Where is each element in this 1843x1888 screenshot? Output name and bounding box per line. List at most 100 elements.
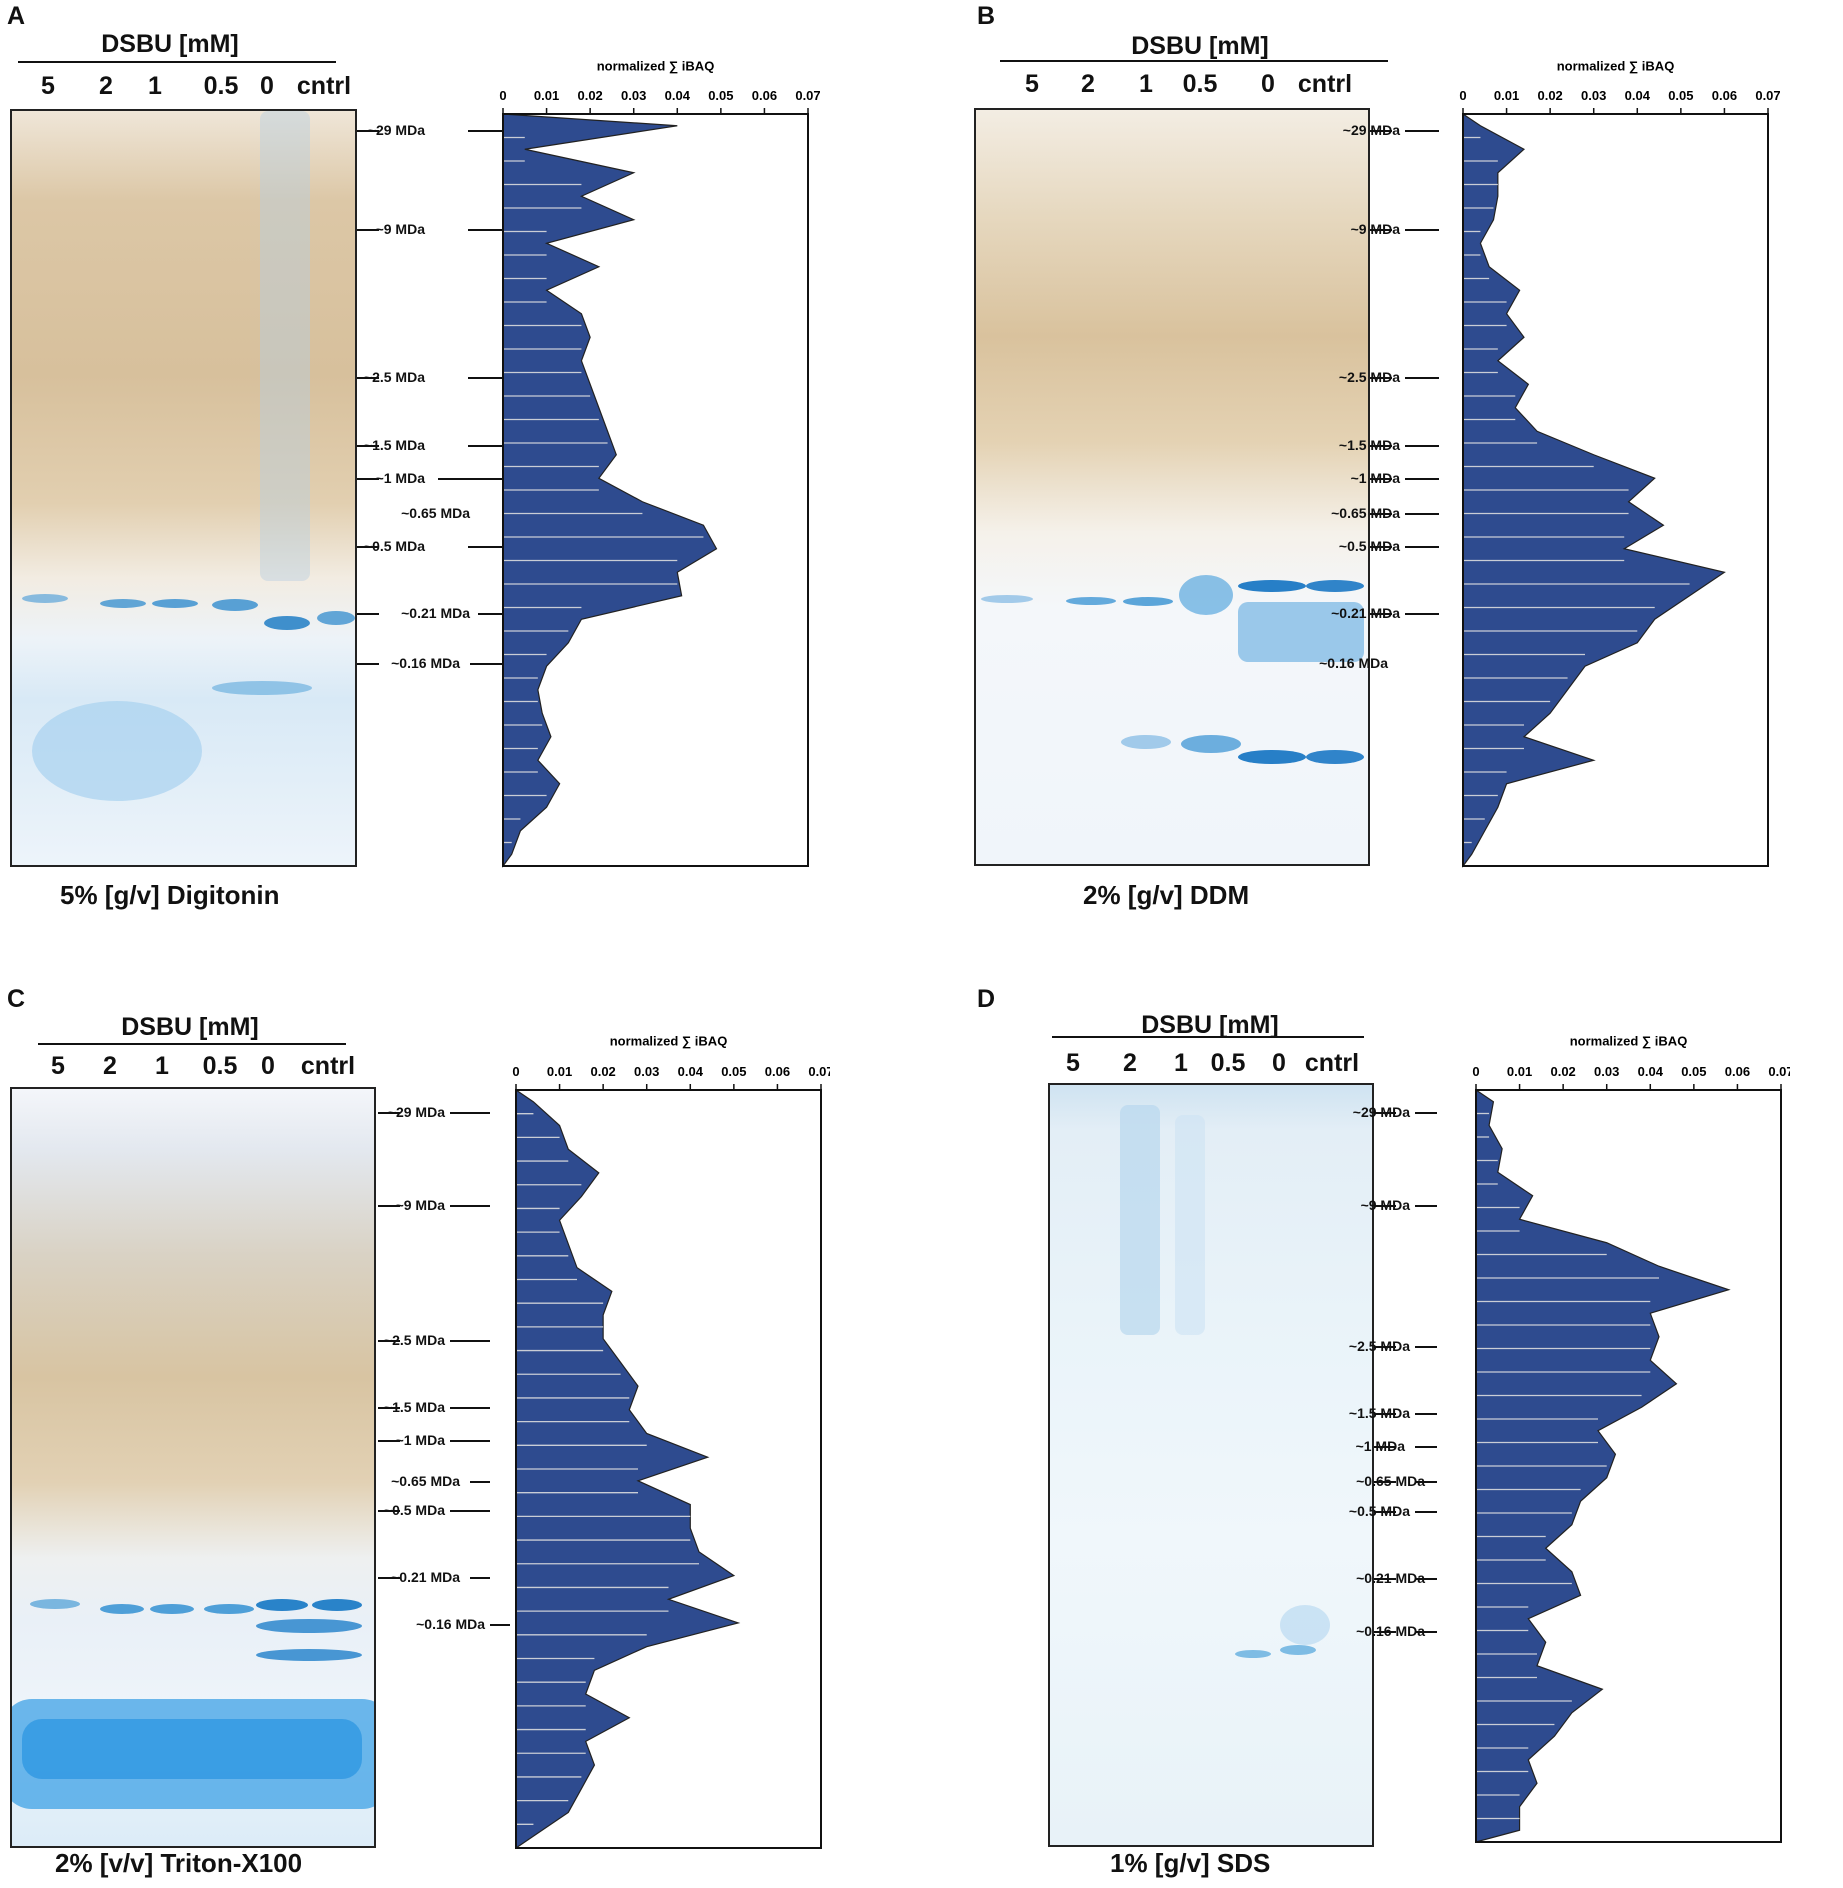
gel-band <box>1235 1650 1271 1658</box>
panel-d: D DSBU [mM] 5 2 1 0.5 0 cntrl 1% [g/v] S… <box>960 975 1840 1888</box>
mw-tick <box>1374 1631 1396 1633</box>
gel-band <box>22 594 68 603</box>
mw-tick <box>1370 229 1392 231</box>
mw-tick <box>438 478 502 480</box>
gel-image <box>1048 1083 1374 1847</box>
x-tick-label: 0.02 <box>1550 1064 1575 1079</box>
lane-label: 0 <box>261 1052 275 1080</box>
mw-tick <box>470 663 502 665</box>
lane-label: 1 <box>148 72 162 100</box>
mw-tick <box>1370 478 1392 480</box>
x-tick-label: 0.06 <box>1725 1064 1750 1079</box>
panel-b: B DSBU [mM] 5 2 1 0.5 0 cntrl 2% [g/v] D… <box>960 0 1840 930</box>
mw-tick <box>468 377 502 379</box>
lane-label: 0.5 <box>203 72 239 100</box>
gel-band <box>212 599 258 611</box>
mw-tick <box>1370 613 1392 615</box>
x-tick-label: 0.05 <box>1668 88 1693 103</box>
mw-tick <box>468 229 502 231</box>
mw-tick <box>378 1340 400 1342</box>
dsbu-divider <box>1000 60 1388 62</box>
mw-marker-label: ~0.21 MDa <box>401 605 470 621</box>
x-tick-label: 0.06 <box>752 88 777 103</box>
x-tick-label: 0.02 <box>1537 88 1562 103</box>
gel-smear <box>22 1719 362 1779</box>
mw-marker-label: ~0.5 MDa <box>363 538 425 554</box>
mw-tick <box>378 1440 400 1442</box>
panel-caption: 2% [v/v] Triton-X100 <box>55 1848 303 1878</box>
panel-caption: 1% [g/v] SDS <box>1110 1848 1271 1878</box>
mw-tick <box>1374 1511 1396 1513</box>
lane-label: cntrl <box>1297 70 1353 98</box>
chart-title: normalized ∑ iBAQ <box>1557 59 1675 74</box>
lane-label: 0.5 <box>1182 70 1218 98</box>
mw-tick <box>1405 546 1439 548</box>
mw-tick <box>1374 1112 1396 1114</box>
gel-band <box>256 1619 362 1633</box>
lane-label: 5 <box>1066 1049 1080 1077</box>
lane-label: 0 <box>1272 1049 1286 1077</box>
mw-tick <box>1415 1446 1437 1448</box>
gel-band <box>1280 1645 1316 1655</box>
lane-label: 5 <box>41 72 55 100</box>
mw-tick <box>357 445 379 447</box>
mw-tick <box>450 1112 490 1114</box>
mw-tick <box>1405 513 1439 515</box>
panel-letter: A <box>7 2 26 30</box>
lane-label: 1 <box>1139 70 1153 98</box>
x-tick-label: 0.06 <box>765 1064 790 1079</box>
x-tick-label: 0.03 <box>1581 88 1606 103</box>
lane-label: 0.5 <box>202 1052 238 1080</box>
x-tick-label: 0 <box>499 88 506 103</box>
panel-letter: C <box>7 985 26 1013</box>
mw-tick <box>378 1510 400 1512</box>
gel-smear <box>32 701 202 801</box>
mw-marker-label: ~2.5 MDa <box>383 1332 445 1348</box>
gel-band <box>981 595 1033 603</box>
mw-tick <box>1405 613 1439 615</box>
mw-marker-label: ~0.21 MDa <box>1331 605 1400 621</box>
x-tick-label: 0.04 <box>665 88 691 103</box>
mw-tick <box>1374 1413 1396 1415</box>
gel-band <box>100 599 146 608</box>
chart-title: normalized ∑ iBAQ <box>1570 1034 1688 1049</box>
mw-tick <box>1415 1578 1437 1580</box>
x-tick-label: 0.01 <box>547 1064 572 1079</box>
panel-letter: B <box>977 2 996 30</box>
profile-chart: normalized ∑ iBAQ 0 0.01 0.02 0.03 0.04 0.05 0.… <box>499 59 820 868</box>
mw-tick <box>378 1407 400 1409</box>
mw-marker-label: ~2.5 MDa <box>363 369 425 385</box>
panel-caption: 2% [g/v] DDM <box>1083 880 1250 910</box>
profile-chart: normalized ∑ iBAQ 0 0.01 0.02 0.03 0.04 0.05 0.… <box>512 1034 830 1850</box>
mw-marker-label: ~9 MDa <box>395 1197 445 1213</box>
gel-band <box>1238 750 1306 764</box>
mw-marker-label: ~0.65 MDa <box>391 1473 460 1489</box>
mw-tick <box>1415 1112 1437 1114</box>
plot-frame <box>502 113 809 867</box>
mw-tick <box>1370 377 1392 379</box>
x-tick-label: 0 <box>1459 88 1466 103</box>
mw-tick <box>357 229 379 231</box>
mw-tick <box>1374 1446 1396 1448</box>
mw-tick <box>1415 1413 1437 1415</box>
mw-tick <box>1370 513 1392 515</box>
mw-tick <box>1405 130 1439 132</box>
mw-tick <box>1415 1346 1437 1348</box>
dsbu-divider <box>18 61 336 63</box>
plot-frame <box>1475 1089 1782 1843</box>
gel-band <box>1238 602 1364 662</box>
gel-band <box>1066 597 1116 605</box>
plot-frame <box>1462 113 1769 867</box>
mw-tick <box>1370 130 1392 132</box>
dsbu-title: DSBU [mM] <box>1131 32 1269 60</box>
x-tick-label: 0.03 <box>634 1064 659 1079</box>
mw-marker-label: ~0.21 MDa <box>391 1569 460 1585</box>
gel-image <box>10 109 357 867</box>
mw-tick <box>378 1205 400 1207</box>
gel-smear <box>1175 1115 1205 1335</box>
mw-marker-label: ~29 MDa <box>387 1104 445 1120</box>
lane-label: 0.5 <box>1210 1049 1246 1077</box>
x-tick-label: 0.02 <box>577 88 602 103</box>
mw-tick <box>357 377 379 379</box>
lane-label: 2 <box>1081 70 1095 98</box>
